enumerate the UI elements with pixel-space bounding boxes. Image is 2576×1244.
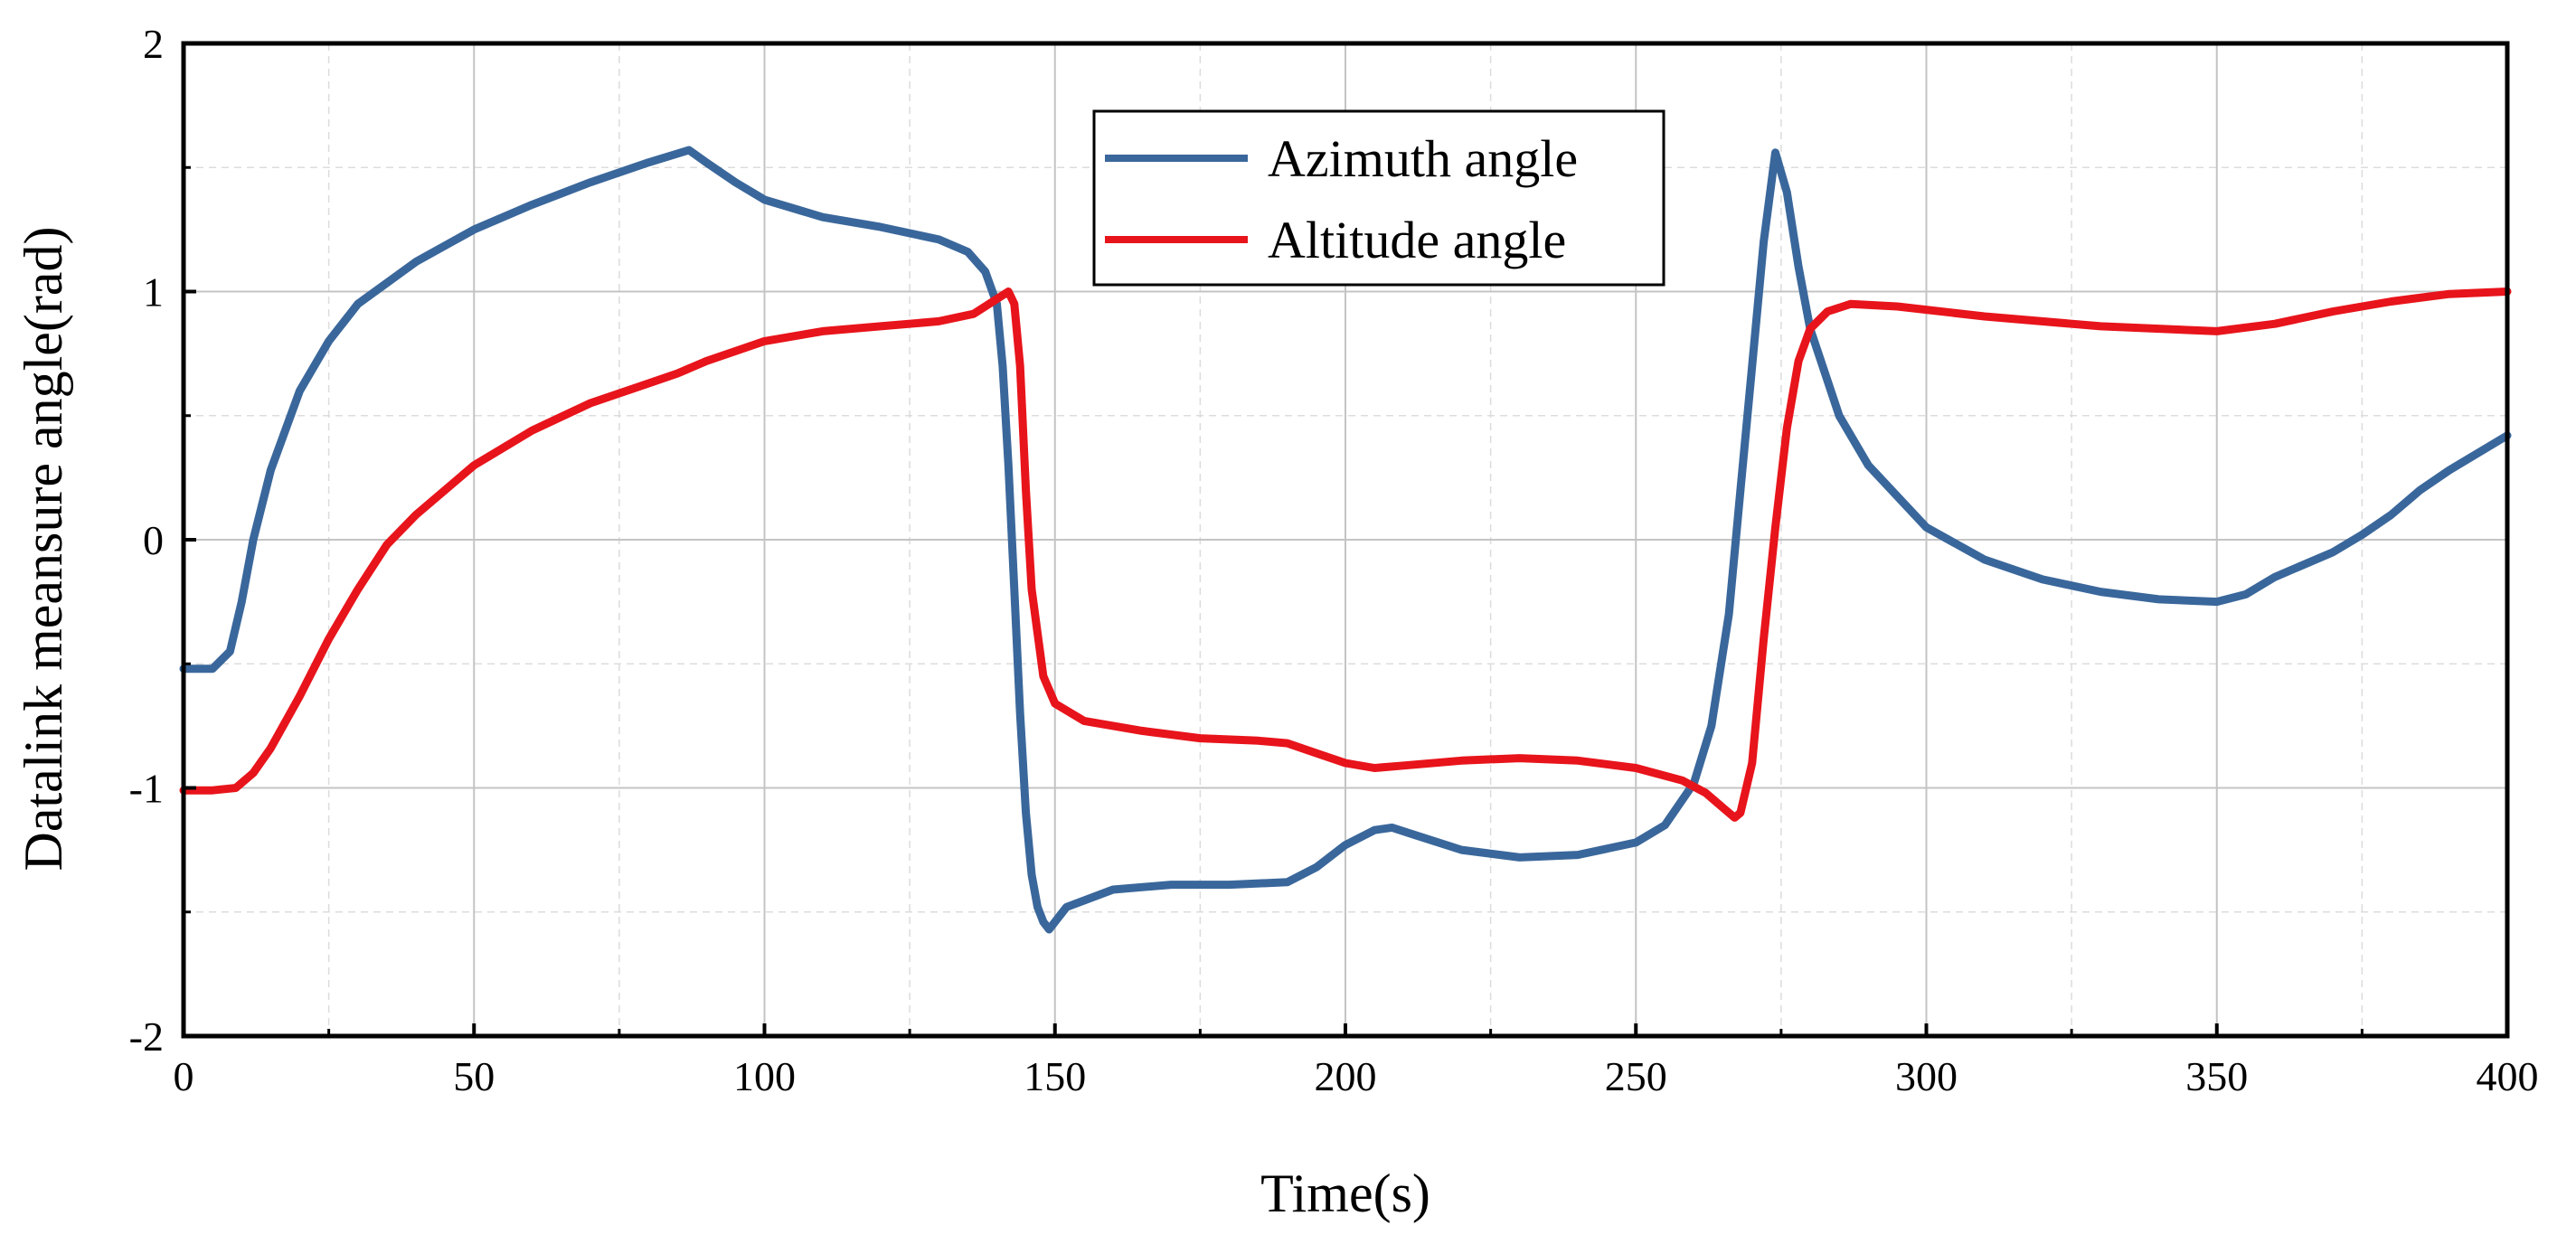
x-axis-title: Time(s) [1260, 1164, 1430, 1223]
x-tick-label: 50 [453, 1053, 495, 1099]
y-tick-label: -2 [129, 1013, 164, 1060]
x-tick-label: 200 [1315, 1053, 1377, 1099]
series-lines [179, 146, 2512, 934]
axis-ticks [182, 42, 2509, 1038]
legend: Azimuth angle Altitude angle [1092, 109, 1665, 287]
tick-labels: 0 50 100 150 200 250 300 350 400 -2 -1 0 1 2 [129, 21, 2539, 1099]
legend-label-azimuth: Azimuth angle [1268, 129, 1578, 188]
x-tick-label: 0 [174, 1053, 194, 1099]
x-tick-label: 150 [1024, 1053, 1086, 1099]
x-tick-label: 400 [2477, 1053, 2539, 1099]
series-line-altitude [179, 287, 2512, 822]
legend-label-altitude: Altitude angle [1268, 211, 1566, 269]
x-tick-label: 300 [1895, 1053, 1958, 1099]
x-tick-label: 100 [733, 1053, 796, 1099]
x-tick-label: 250 [1605, 1053, 1667, 1099]
y-tick-label: 2 [143, 21, 164, 67]
y-axis-title: Datalink meansure angle(rad) [14, 227, 73, 872]
y-tick-label: 1 [143, 269, 164, 316]
legend-box [1092, 109, 1665, 287]
y-tick-label: -1 [129, 766, 164, 812]
x-tick-label: 350 [2185, 1053, 2248, 1099]
series-line-azimuth [179, 146, 2512, 934]
y-tick-label: 0 [143, 517, 164, 563]
